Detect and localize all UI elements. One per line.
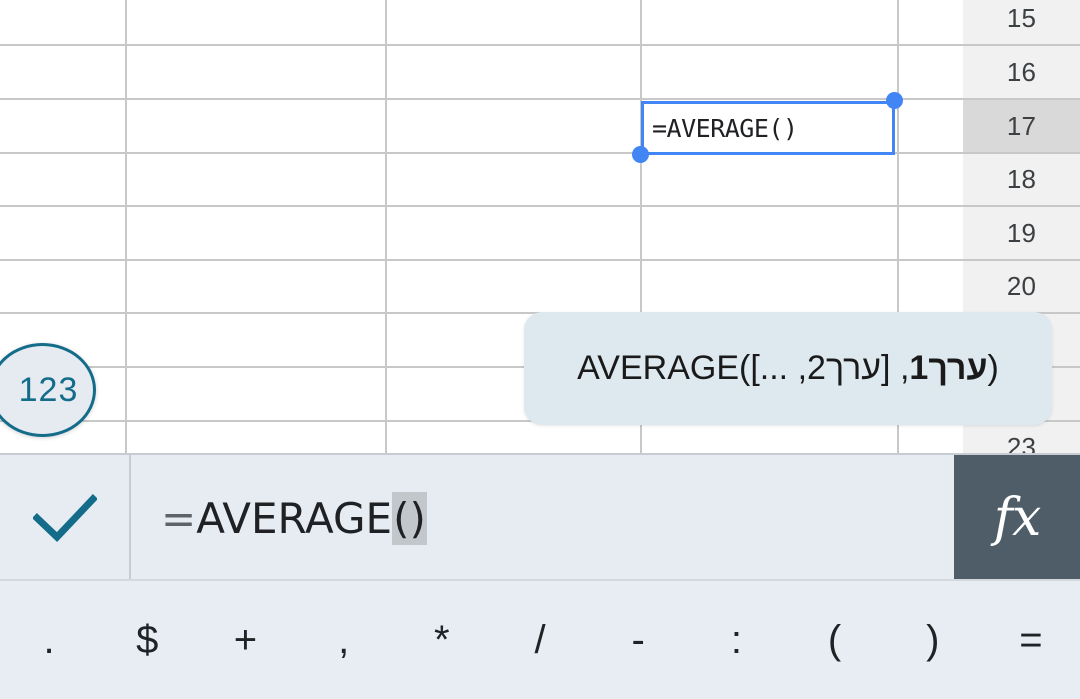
formula-selected-fragment: () — [392, 491, 427, 545]
symbol-keyboard-row: . $ + , * / - : ( ) = — [0, 579, 1080, 699]
numeric-keyboard-toggle-button[interactable]: 123 — [0, 343, 96, 437]
row-header-15[interactable]: 15 — [1006, 2, 1037, 33]
function-arg1-part: ערך1 — [909, 349, 988, 387]
symbol-key-paren-close[interactable]: ) — [926, 617, 940, 662]
grid-hline — [0, 98, 963, 100]
grid-hline — [0, 205, 963, 207]
symbol-key-comma[interactable]: , — [338, 617, 350, 662]
row-header-divider — [963, 98, 1080, 100]
insert-function-button[interactable]: fx — [954, 455, 1080, 581]
row-header-19[interactable]: 19 — [1006, 217, 1037, 248]
grid-vline — [897, 0, 899, 453]
symbol-key-slash[interactable]: / — [534, 617, 546, 662]
symbol-key-plus[interactable]: + — [233, 617, 258, 662]
fx-icon: fx — [993, 488, 1042, 548]
function-signature-tooltip: AVERAGE( ערך1, [ערך2, ...]) — [524, 312, 1052, 425]
formula-input-text: =AVERAGE() — [161, 491, 427, 545]
grid-hline — [0, 44, 963, 46]
cell-formula-text: =AVERAGE() — [652, 113, 798, 143]
row-header-divider — [963, 152, 1080, 154]
grid-hline — [0, 312, 963, 314]
selection-handle-top-right[interactable] — [886, 92, 903, 109]
row-header-18[interactable]: 18 — [1006, 163, 1037, 194]
formula-equals-sign: = — [161, 493, 197, 543]
symbol-key-minus[interactable]: - — [631, 617, 645, 662]
grid-hline — [0, 152, 963, 154]
symbol-key-equals[interactable]: = — [1019, 617, 1043, 662]
function-rest-part: , [ערך2, ...]) — [750, 349, 999, 387]
row-header-17[interactable]: 17 — [963, 100, 1080, 152]
formula-expression: AVERAGE — [196, 493, 393, 543]
selected-cell[interactable]: =AVERAGE() — [641, 101, 895, 155]
grid-vline — [640, 0, 642, 453]
formula-bar: =AVERAGE() fx — [0, 453, 1080, 581]
row-header-divider — [963, 44, 1080, 46]
row-header-23[interactable]: 23 — [1006, 431, 1037, 454]
spreadsheet-grid[interactable]: 15 16 17 18 19 20 23 =AVERAGE() 123 AVER… — [0, 0, 1080, 453]
numeric-toggle-label: 123 — [18, 370, 79, 409]
checkmark-icon — [32, 494, 97, 542]
function-name-part: AVERAGE( — [577, 349, 751, 387]
formula-input[interactable]: =AVERAGE() — [131, 455, 954, 581]
grid-hline — [0, 259, 963, 261]
symbol-key-dollar[interactable]: $ — [136, 617, 159, 662]
grid-vline — [385, 0, 387, 453]
row-header-20[interactable]: 20 — [1006, 270, 1037, 301]
symbol-key-colon[interactable]: : — [730, 617, 742, 662]
grid-hline — [0, 420, 963, 422]
grid-vline — [125, 0, 127, 453]
grid-hline — [0, 366, 963, 368]
row-header-divider — [963, 259, 1080, 261]
row-header-divider — [963, 205, 1080, 207]
selection-handle-bottom-left[interactable] — [632, 146, 649, 163]
accept-formula-button[interactable] — [0, 455, 131, 581]
symbol-key-asterisk[interactable]: * — [434, 617, 450, 662]
symbol-key-period[interactable]: . — [43, 617, 55, 662]
function-signature-text: AVERAGE( ערך1, [ערך2, ...]) — [577, 349, 999, 388]
row-header-16[interactable]: 16 — [1006, 56, 1037, 87]
symbol-key-paren-open[interactable]: ( — [827, 617, 842, 662]
